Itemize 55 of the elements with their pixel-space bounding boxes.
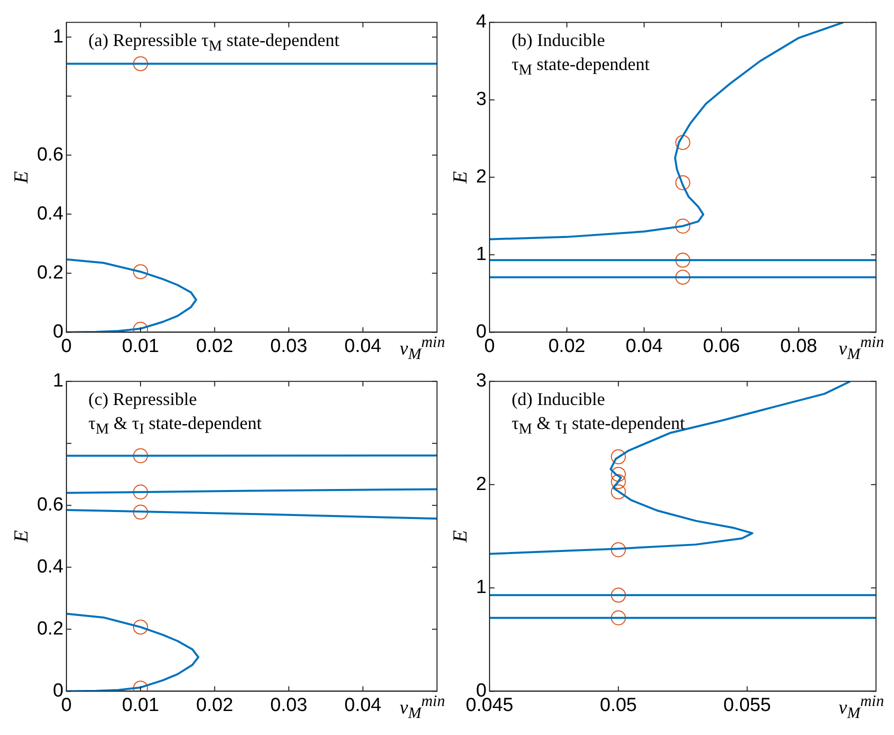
x-tick-label: 0.02 — [196, 694, 234, 716]
y-tick-label: 1 — [52, 370, 64, 392]
y-axis-title: E — [10, 530, 32, 544]
point — [610, 474, 626, 490]
y-tick-label: 2 — [476, 474, 487, 495]
point — [133, 448, 148, 464]
y-tick-label: 0.4 — [36, 556, 64, 578]
y-tick-label: 0.6 — [36, 494, 64, 516]
annotation: (d) Inducible τ$_{M}$ & τ$_{I}$ state-dependent — [512, 388, 685, 440]
y-tick-label: 1 — [476, 244, 487, 265]
point — [610, 466, 626, 482]
y-tick-label: 3 — [476, 370, 487, 392]
x-tick-label: 0.05 — [600, 694, 637, 716]
point — [675, 134, 690, 150]
x-tick-label: 0.06 — [702, 336, 740, 357]
annotation: (c) Repressible τ$_{M}$ & τ$_{I}$ state-dependent — [88, 388, 262, 440]
x-tick-label: 0.04 — [344, 694, 382, 716]
point — [610, 484, 626, 500]
y-axis-title: E — [449, 530, 472, 544]
x-tick-label: 0.03 — [270, 694, 308, 716]
y-tick-label: 1 — [476, 577, 487, 598]
y-tick-label: 0 — [52, 680, 64, 702]
y-axis-title: E — [10, 171, 32, 184]
y-tick-label: 0.4 — [36, 203, 64, 224]
point — [610, 610, 626, 626]
x-tick-label: 0.04 — [344, 336, 382, 357]
x-tick-label: 0.08 — [780, 336, 818, 357]
y-tick-label: 0.2 — [36, 262, 64, 284]
point — [675, 270, 690, 285]
x-tick-label: 0.01 — [122, 694, 160, 716]
y-axis-title: E — [449, 171, 472, 184]
x-tick-label: 0.055 — [723, 694, 771, 716]
point — [133, 484, 148, 500]
x-tick-label: 0.02 — [196, 336, 234, 357]
y-tick-label: 4 — [476, 12, 487, 33]
y-tick-label: 0 — [52, 321, 64, 342]
x-tick-label: 0.04 — [626, 336, 664, 357]
point — [675, 252, 690, 268]
y-tick-label: 0.2 — [36, 618, 64, 640]
y-tick-label: 3 — [476, 89, 487, 110]
x-tick-label: 0.01 — [122, 336, 160, 357]
y-tick-label: 1 — [52, 26, 64, 48]
point — [610, 588, 626, 603]
y-tick-label: 2 — [476, 166, 487, 188]
point — [610, 449, 626, 464]
point — [675, 175, 690, 190]
point — [133, 620, 148, 635]
y-tick-label: 0.6 — [36, 144, 64, 166]
annotation: (b) Inducible τ$_{M}$ state-dependent — [512, 29, 650, 81]
point — [133, 504, 148, 520]
annotation: (a) Repressible τ$_{M}$ state-dependent — [88, 29, 340, 57]
x-tick-label: 0.02 — [548, 336, 586, 357]
x-tick-label: 0.03 — [270, 336, 308, 357]
point — [675, 218, 690, 234]
point — [610, 542, 626, 558]
